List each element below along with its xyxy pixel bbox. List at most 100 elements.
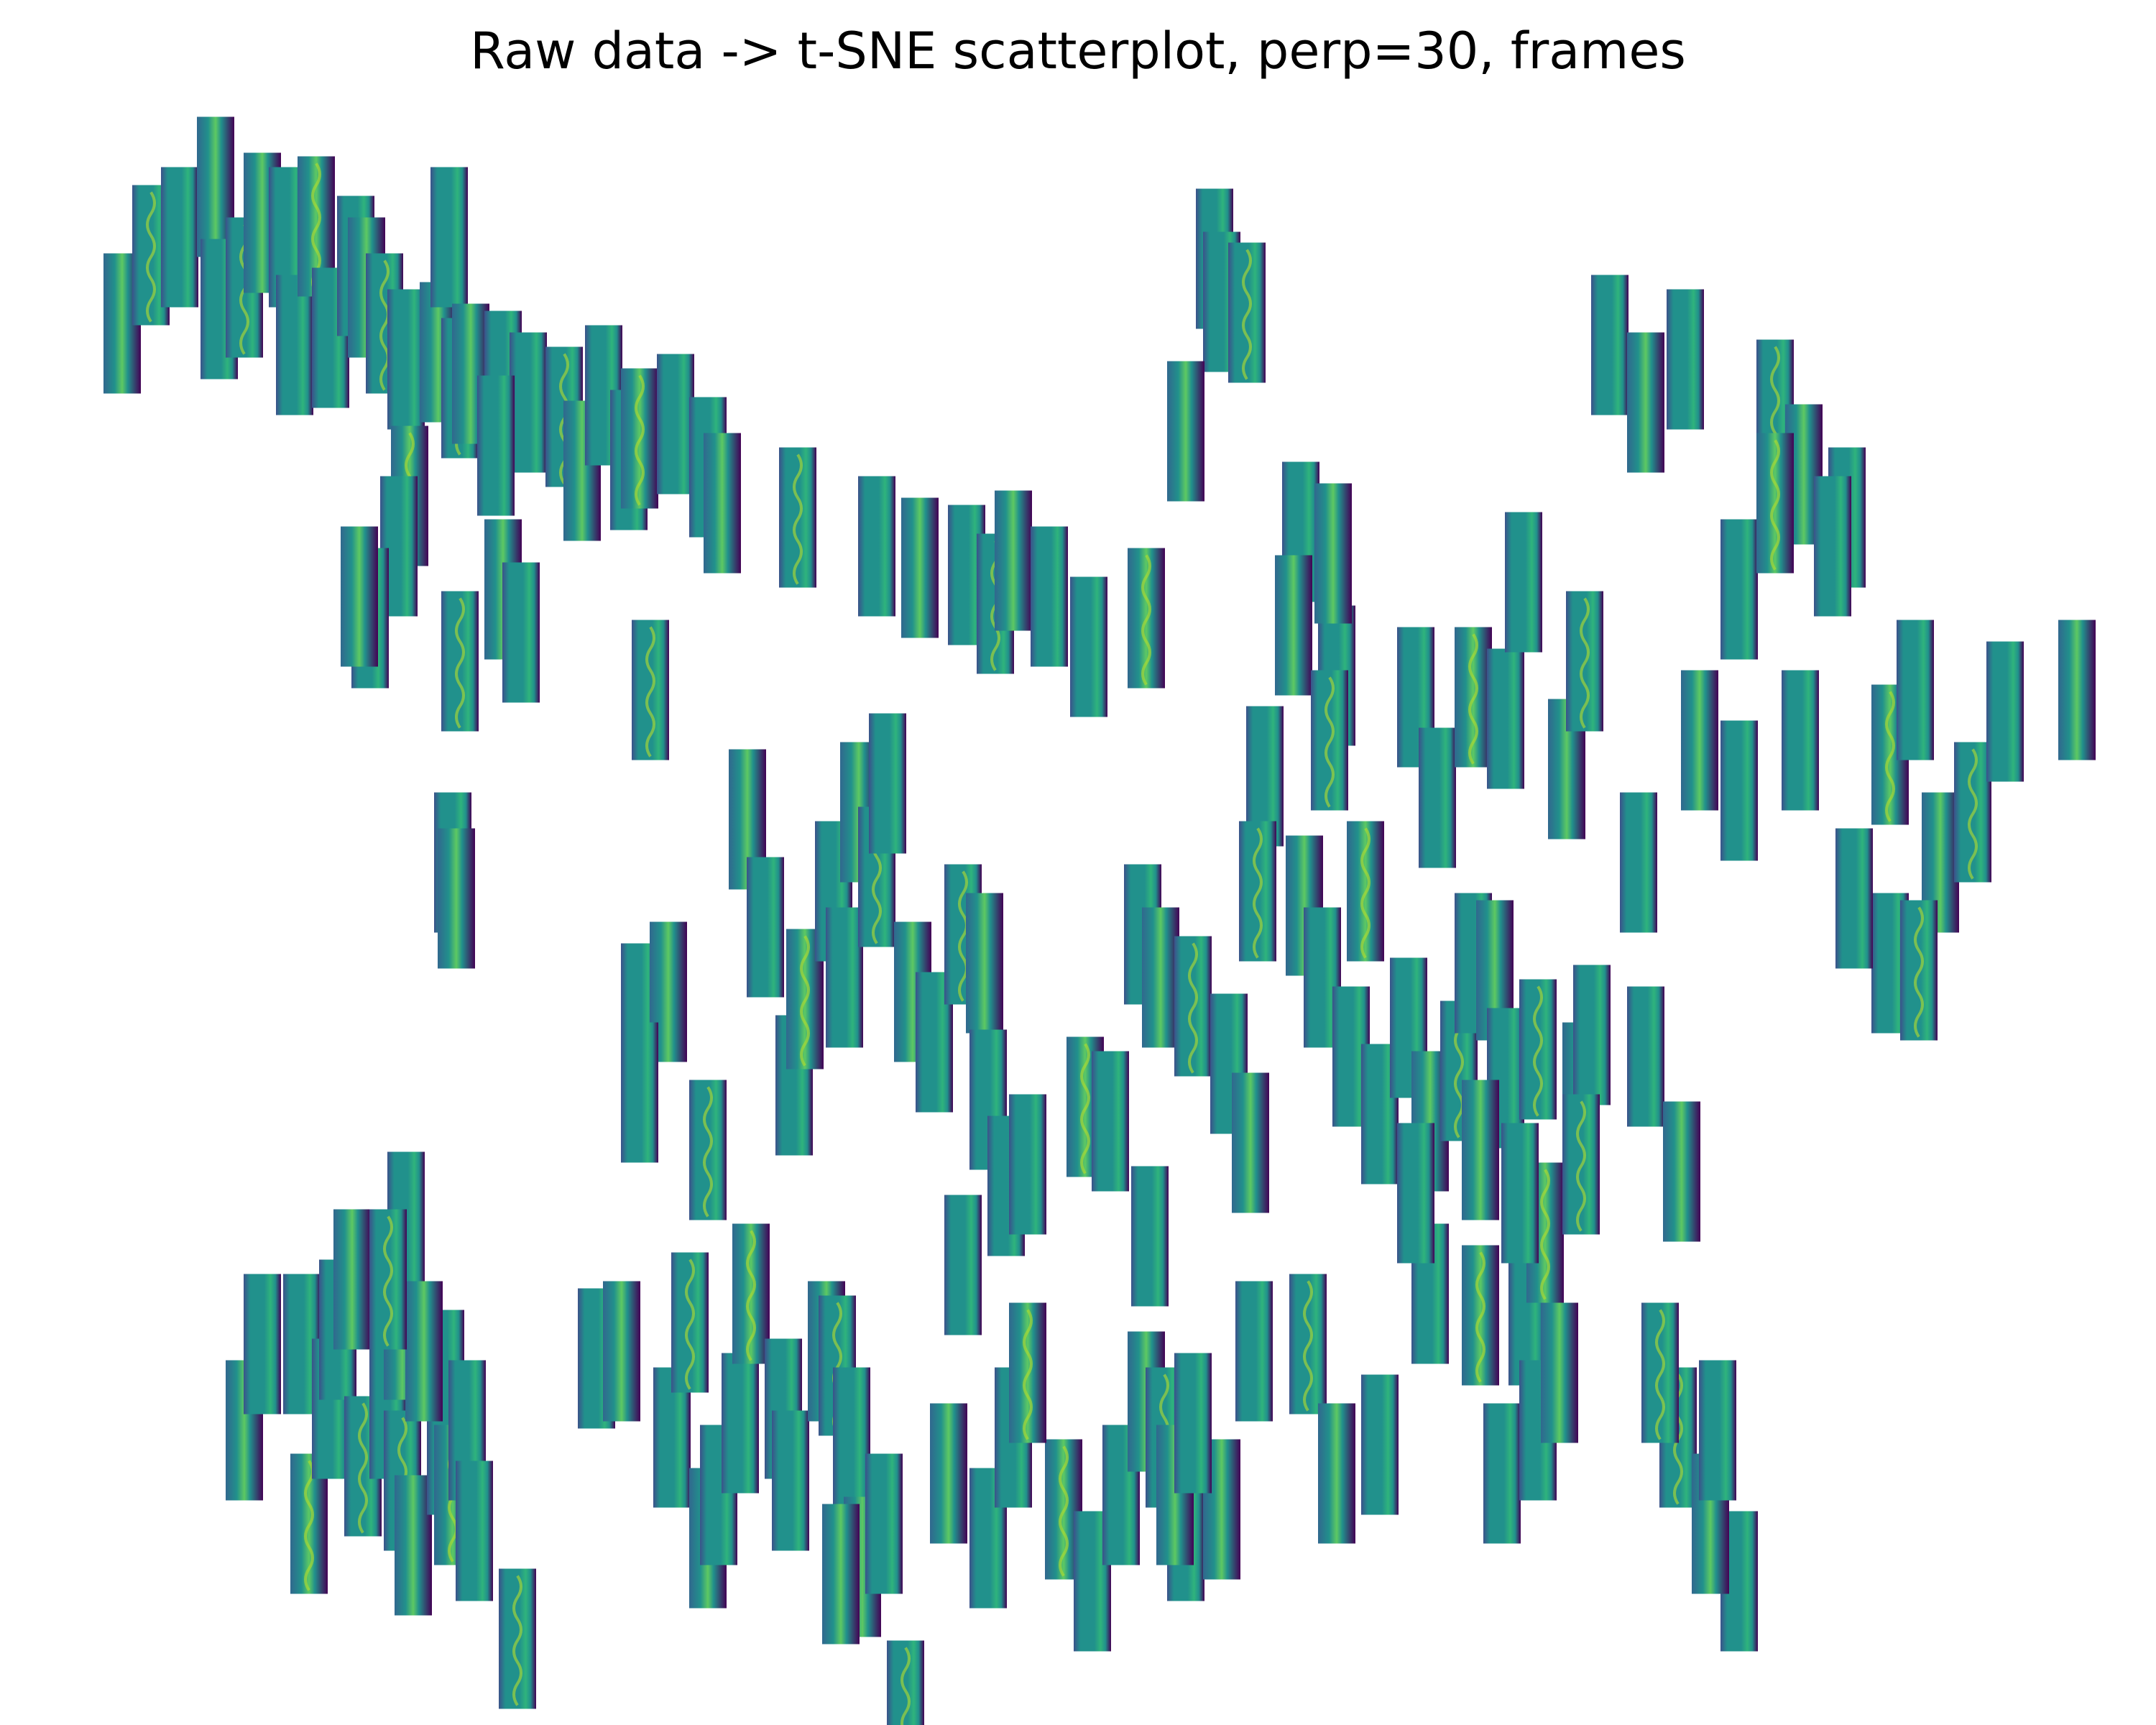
scatter-point bbox=[1720, 519, 1758, 660]
scatter-point bbox=[1361, 1374, 1399, 1515]
scatter-point bbox=[1142, 907, 1179, 1048]
scatter-point bbox=[1591, 275, 1628, 415]
scatter-point bbox=[2058, 620, 2096, 760]
scatter-point bbox=[1314, 483, 1352, 624]
scatter-point bbox=[477, 375, 515, 516]
scatter-point bbox=[1275, 555, 1312, 696]
scatter-point bbox=[1667, 289, 1704, 430]
scatter-point bbox=[833, 1367, 870, 1508]
scatter-point bbox=[1174, 1353, 1212, 1494]
scatter-point bbox=[341, 526, 378, 667]
scatter-point bbox=[441, 591, 479, 732]
scatter-point bbox=[930, 1403, 967, 1544]
scatter-point bbox=[161, 167, 198, 308]
scatter-point bbox=[405, 1281, 443, 1422]
scatter-point bbox=[1954, 742, 1991, 883]
scatter-point bbox=[1397, 1123, 1434, 1264]
scatter-point bbox=[1782, 670, 1819, 811]
scatter-point bbox=[704, 433, 741, 574]
scatter-point bbox=[1239, 821, 1276, 962]
scatter-point bbox=[1573, 965, 1611, 1105]
scatter-point bbox=[1720, 720, 1758, 861]
scatter-point bbox=[822, 1504, 860, 1644]
scatter-point bbox=[438, 828, 475, 969]
scatter-point bbox=[1835, 828, 1873, 969]
scatter-point bbox=[1289, 1274, 1327, 1414]
scatter-point bbox=[1419, 727, 1456, 868]
scatter-point bbox=[276, 275, 313, 415]
scatter-point bbox=[1681, 670, 1718, 811]
scatter-point bbox=[747, 857, 784, 998]
scatter-point bbox=[1756, 433, 1794, 574]
scatter-point bbox=[944, 1195, 982, 1335]
scatter-point bbox=[632, 620, 669, 760]
scatter-point bbox=[1092, 1051, 1129, 1192]
scatter-point bbox=[502, 562, 540, 703]
scatter-point bbox=[1174, 936, 1212, 1077]
scatter-point bbox=[732, 1223, 770, 1364]
scatter-point bbox=[1167, 361, 1204, 502]
scatter-point bbox=[1455, 627, 1492, 768]
scatter-point bbox=[657, 354, 694, 494]
scatter-point bbox=[510, 332, 547, 473]
scatter-point bbox=[1483, 1403, 1521, 1544]
scatter-point bbox=[966, 893, 1003, 1034]
scatter-point bbox=[499, 1568, 536, 1709]
scatter-point bbox=[1897, 620, 1934, 760]
scatter-point bbox=[333, 1209, 371, 1350]
scatter-point bbox=[1009, 1302, 1046, 1443]
scatter-point bbox=[1311, 670, 1348, 811]
scatter-point bbox=[901, 497, 939, 638]
scatter-point bbox=[1235, 1281, 1273, 1422]
scatter-point bbox=[858, 476, 895, 617]
scatter-point bbox=[244, 1274, 281, 1414]
scatter-point bbox=[603, 1281, 640, 1422]
scatter-point bbox=[1900, 900, 1938, 1041]
scatter-point bbox=[395, 1475, 432, 1616]
scatter-point bbox=[1128, 548, 1165, 689]
scatter-point bbox=[1131, 1166, 1169, 1307]
scatter-point bbox=[1070, 576, 1107, 717]
scatter-point bbox=[995, 490, 1032, 631]
scatter-point bbox=[1318, 1403, 1355, 1544]
scatter-point bbox=[1347, 821, 1384, 962]
scatter-point bbox=[1462, 1080, 1499, 1220]
scatter-point bbox=[887, 1640, 924, 1725]
scatter-point bbox=[1009, 1094, 1046, 1235]
scatter-point bbox=[772, 1410, 809, 1551]
scatter-point bbox=[1031, 526, 1068, 667]
scatter-point bbox=[671, 1252, 709, 1393]
scatter-point bbox=[722, 1353, 759, 1494]
scatter-point bbox=[1232, 1072, 1269, 1213]
scatter-point bbox=[1699, 1360, 1736, 1501]
scatter-point bbox=[1501, 1123, 1539, 1264]
scatter-point bbox=[1641, 1302, 1679, 1443]
scatter-point bbox=[387, 289, 425, 430]
chart-title: Raw data -> t-SNE scatterplot, perp=30, … bbox=[470, 22, 1686, 80]
scatter-point bbox=[456, 1460, 493, 1601]
scatter-point bbox=[1566, 591, 1603, 732]
scatter-point bbox=[865, 1453, 903, 1594]
scatter-points-group bbox=[103, 116, 2096, 1725]
scatter-point bbox=[779, 447, 816, 588]
scatter-point bbox=[1814, 476, 1851, 617]
scatter-point bbox=[1663, 1101, 1700, 1242]
scatter-point bbox=[1986, 641, 2024, 782]
scatter-point bbox=[1228, 242, 1266, 383]
scatter-point bbox=[621, 1022, 658, 1163]
scatter-point bbox=[1541, 1302, 1578, 1443]
scatter-point bbox=[1562, 1094, 1600, 1235]
scatter-point bbox=[869, 713, 906, 854]
scatter-point bbox=[621, 368, 658, 509]
scatter-point bbox=[1487, 648, 1524, 789]
scatter-point bbox=[369, 1209, 407, 1350]
scatter-point bbox=[1519, 979, 1557, 1120]
scatter-point bbox=[1505, 512, 1542, 653]
scatter-point bbox=[1620, 792, 1657, 933]
scatter-point bbox=[1627, 332, 1664, 473]
scatter-point bbox=[1627, 986, 1664, 1127]
scatter-point bbox=[1462, 1245, 1499, 1386]
scatter-point bbox=[826, 907, 863, 1048]
scatter-point bbox=[689, 1080, 727, 1220]
